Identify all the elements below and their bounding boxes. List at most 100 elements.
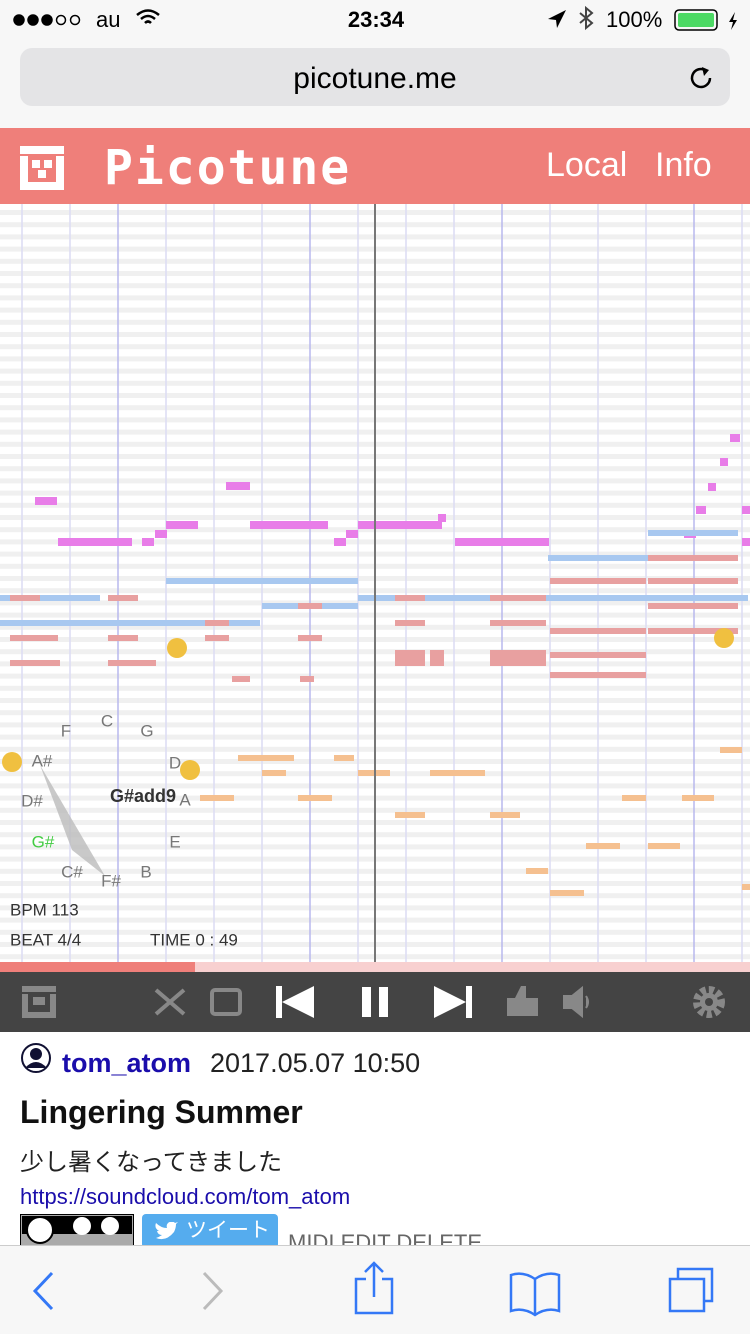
note (358, 521, 430, 529)
note (430, 770, 456, 776)
progress-track[interactable] (0, 962, 750, 972)
notes (0, 434, 750, 896)
chord-note: A (179, 790, 191, 809)
note (298, 795, 332, 801)
note (35, 497, 57, 505)
chord-name: G#add9 (110, 786, 176, 806)
battery-text: 100% (606, 7, 662, 32)
piano-roll[interactable]: F C G A# D D# A G# E C# F# B G#add9 BPM 113 BEAT 4/… (0, 204, 750, 972)
share-button[interactable] (354, 1261, 394, 1315)
note (742, 506, 750, 514)
edit-link[interactable]: EDIT (340, 1230, 391, 1245)
chord-note: G# (32, 832, 55, 851)
tabs-button[interactable] (668, 1267, 714, 1313)
note (298, 635, 322, 641)
midi-link[interactable]: MIDI (288, 1230, 335, 1245)
note (108, 660, 156, 666)
note (730, 434, 740, 442)
tweet-label: ツイート (186, 1219, 270, 1242)
carrier: au (96, 7, 120, 32)
note (166, 521, 198, 529)
note (455, 538, 549, 546)
external-link[interactable]: https://soundcloud.com/tom_atom (20, 1184, 351, 1209)
note (550, 890, 584, 896)
date: 2017.05.07 10:50 (210, 1048, 421, 1078)
note (334, 755, 354, 761)
thumb-icons (2, 628, 734, 780)
pause-button[interactable] (362, 987, 388, 1017)
chord-shape (40, 765, 105, 876)
note (490, 620, 546, 626)
note (166, 578, 358, 584)
note (205, 620, 229, 626)
settings-button[interactable] (693, 986, 725, 1018)
avatar (21, 1043, 51, 1073)
license-badge[interactable] (20, 1214, 134, 1245)
forward-button[interactable] (202, 1271, 224, 1311)
note (648, 603, 738, 609)
status-bar: au 23:34 100% (0, 0, 750, 40)
logo-icon[interactable] (20, 146, 64, 190)
chord-note: F# (101, 871, 121, 890)
url-field[interactable]: picotune.me (20, 48, 730, 106)
note (648, 843, 680, 849)
progress (0, 962, 195, 972)
browser-bar: picotune.me (0, 40, 750, 128)
note (262, 770, 286, 776)
bluetooth-icon (579, 5, 594, 31)
chord-note: C (101, 711, 113, 730)
logo[interactable]: Picotune (104, 140, 352, 196)
note (10, 635, 58, 641)
note (142, 538, 154, 546)
note (708, 483, 716, 491)
battery-level (678, 13, 714, 27)
reload[interactable] (688, 64, 716, 92)
note (226, 482, 250, 490)
note (696, 506, 706, 514)
bird (155, 1222, 178, 1240)
logo-button[interactable] (22, 986, 56, 1018)
note (430, 521, 442, 529)
browser-toolbar (0, 1245, 750, 1334)
note (648, 555, 738, 561)
chord-note: C# (61, 862, 83, 881)
note (742, 538, 750, 546)
note (720, 458, 728, 466)
tweet-button[interactable]: ツイート (142, 1214, 278, 1245)
note (0, 620, 260, 626)
wifi (136, 9, 160, 24)
user-link[interactable]: tom_atom (62, 1048, 192, 1078)
note (334, 538, 346, 546)
beat: BEAT 4/4 (10, 930, 81, 949)
note (548, 595, 748, 601)
back-button[interactable] (32, 1271, 54, 1311)
note (358, 595, 548, 601)
chord-note: G (140, 721, 153, 740)
next-button[interactable] (434, 986, 472, 1018)
note (298, 603, 322, 609)
note (742, 884, 750, 890)
actions: MIDI EDIT DELETE (288, 1230, 482, 1245)
note (490, 595, 546, 601)
site-header: Picotune Local Info (0, 128, 750, 204)
shuffle-button[interactable] (154, 988, 186, 1016)
volume-button[interactable] (563, 985, 589, 1019)
note (490, 812, 520, 818)
note (395, 595, 425, 601)
like-button[interactable] (507, 986, 538, 1016)
nav-link[interactable]: Info (655, 146, 712, 184)
note (108, 635, 138, 641)
repeat-button[interactable] (210, 988, 242, 1016)
note (550, 628, 646, 634)
prev-button[interactable] (276, 986, 314, 1018)
nav-link[interactable]: Local (546, 146, 628, 184)
note (490, 650, 546, 666)
note (430, 650, 444, 666)
bookmarks-button[interactable] (509, 1272, 561, 1317)
chord-note: E (169, 832, 180, 851)
note (300, 676, 314, 682)
delete-link[interactable]: DELETE (396, 1230, 483, 1245)
note (200, 795, 234, 801)
note (550, 578, 646, 584)
